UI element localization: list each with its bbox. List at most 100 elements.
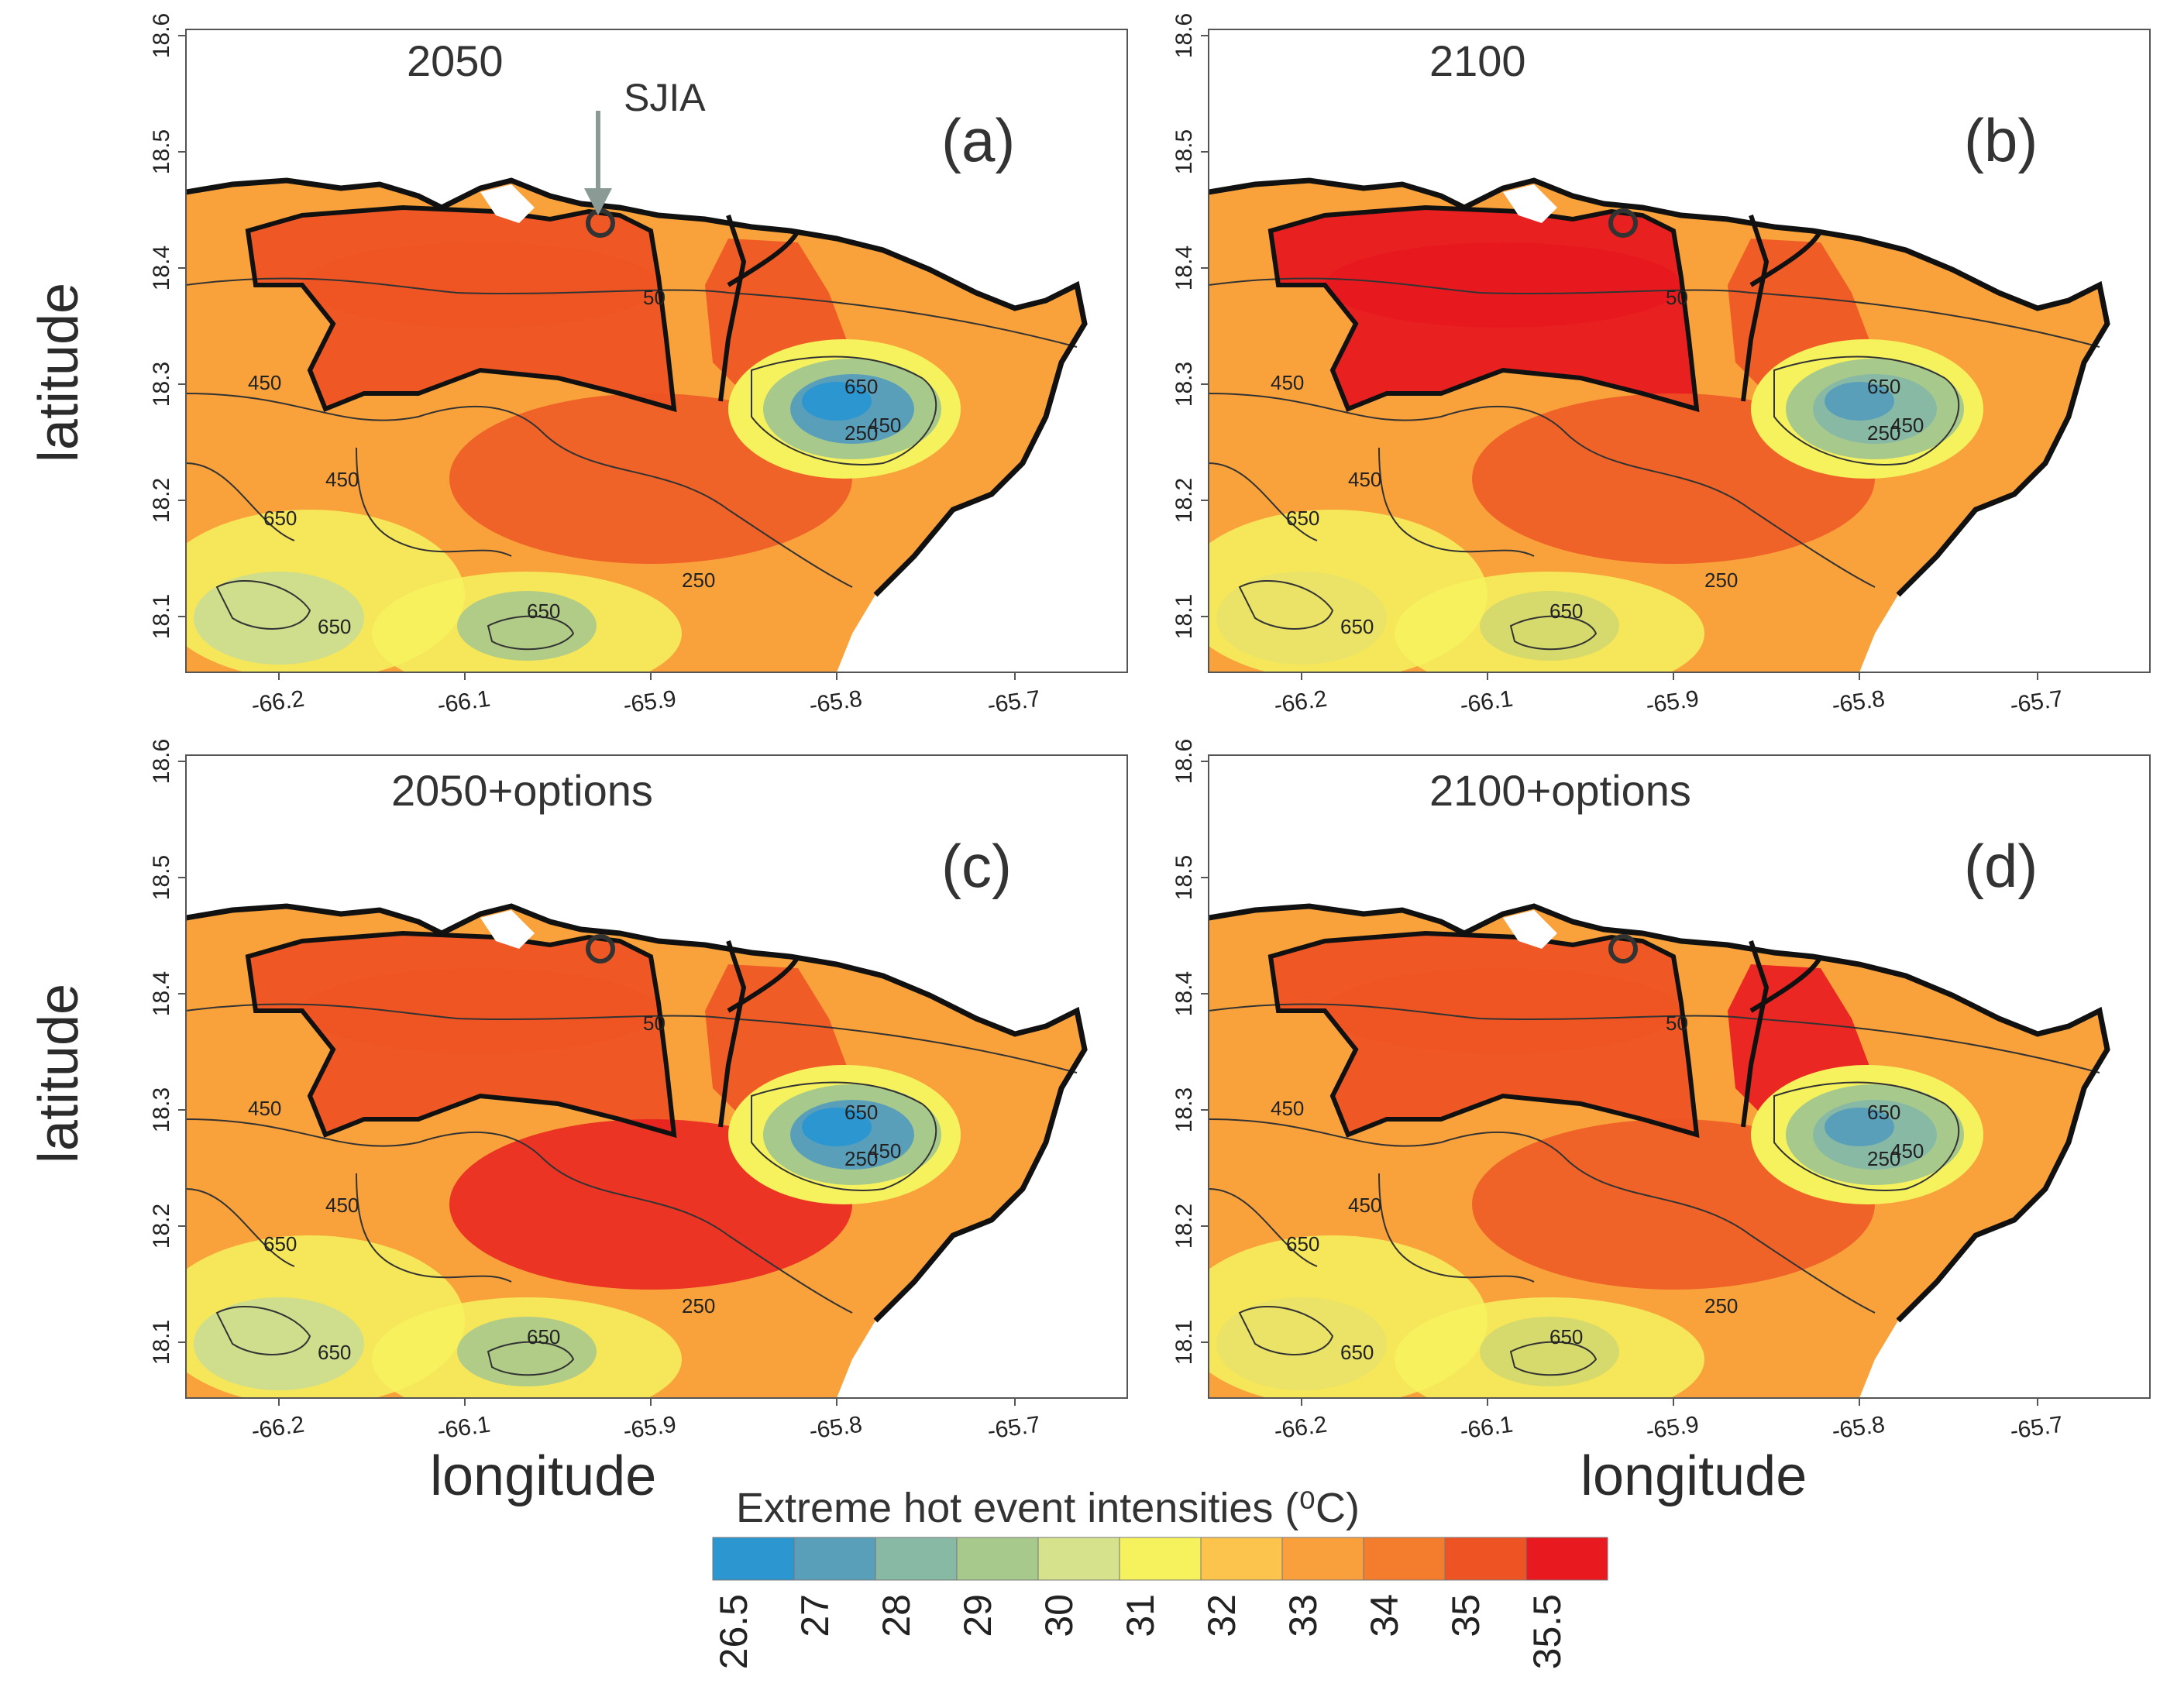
panel-frame xyxy=(185,754,1128,1399)
panel-title: 2050 xyxy=(407,36,504,85)
contour-label: 650 xyxy=(527,599,560,623)
contour-line xyxy=(487,1341,575,1376)
colorbar-swatch xyxy=(1363,1537,1446,1581)
contour-label: 250 xyxy=(844,421,878,445)
contour-label: 450 xyxy=(325,1194,359,1217)
panel-letter: (a) xyxy=(941,106,1015,174)
contour-line xyxy=(1209,1003,2100,1074)
contour-line xyxy=(1773,1081,1960,1191)
contour-label: 650 xyxy=(263,507,297,530)
airport-marker xyxy=(1608,934,1638,964)
contour-label: 450 xyxy=(1348,468,1381,491)
panel-title: 2100+options xyxy=(1429,766,1691,815)
municipal-boundary xyxy=(727,955,800,1013)
contour-line xyxy=(751,1081,937,1191)
x-tick-label: -66.1 xyxy=(436,685,492,718)
x-tick-label: -65.9 xyxy=(1645,1411,1701,1444)
contour-label: 650 xyxy=(1549,1325,1583,1348)
x-axis-title-right: longitude xyxy=(1580,1445,1807,1507)
colorbar-tick-label: 31 xyxy=(1119,1594,1162,1637)
panel-frame xyxy=(1208,754,2151,1399)
x-axis-title-left: longitude xyxy=(430,1445,657,1507)
x-tick-label: -65.7 xyxy=(986,685,1042,718)
colorbar-tick-label: 28 xyxy=(875,1594,918,1637)
contour-line xyxy=(1238,1306,1334,1355)
y-tick-label: 18.4 xyxy=(149,971,174,1016)
contour-line xyxy=(1509,615,1598,651)
y-tick-label: 18.6 xyxy=(149,739,174,784)
yunque-core xyxy=(802,1108,872,1146)
colorbar-swatch xyxy=(712,1537,795,1581)
contour-label: 650 xyxy=(1286,507,1319,530)
contour-label: 450 xyxy=(1890,414,1924,437)
colorbar: Extreme hot event intensities (⁰C) 26.5 27… xyxy=(712,1485,1608,1669)
contour-label: 650 xyxy=(318,615,351,638)
municipal-boundary xyxy=(1749,229,1823,287)
x-tick-label: -65.8 xyxy=(1831,1411,1886,1444)
contour-label: 250 xyxy=(1867,421,1900,445)
bay-area xyxy=(1503,184,1557,223)
contour-label: 450 xyxy=(868,414,901,437)
contour-line xyxy=(186,393,853,588)
contour-label: 650 xyxy=(1340,1341,1374,1364)
contour-label: 450 xyxy=(325,468,359,491)
contour-line xyxy=(186,1118,853,1314)
y-axis-title-bottom: latitude xyxy=(28,983,91,1164)
peak-heat-zone xyxy=(302,242,659,328)
bay-area xyxy=(480,184,535,223)
cool-zone-s xyxy=(1395,1297,1704,1398)
contour-label: 450 xyxy=(1348,1194,1381,1217)
contour-label: 250 xyxy=(682,569,715,592)
colorbar-swatch xyxy=(1119,1537,1202,1581)
contour-line xyxy=(1209,1118,1876,1314)
contour-label: 650 xyxy=(844,375,878,398)
airport-marker xyxy=(586,934,615,964)
y-tick-label: 18.1 xyxy=(149,1320,174,1365)
municipal-boundary xyxy=(1741,215,1770,402)
colorbar-tick-label: 35.5 xyxy=(1525,1594,1569,1669)
x-tick-label: -66.2 xyxy=(1273,1411,1329,1444)
map-panel-a: 5065025045045045065025065065018.618.518.… xyxy=(149,13,1128,719)
contour-line xyxy=(1209,1173,1535,1283)
contour-label: 250 xyxy=(682,1294,715,1317)
panel-title: 2100 xyxy=(1429,36,1526,85)
contour-line xyxy=(1238,580,1334,630)
x-tick-label: -65.9 xyxy=(622,1411,678,1444)
municipal-boundary xyxy=(727,229,800,287)
contour-label: 650 xyxy=(527,1325,560,1348)
contour-label: 50 xyxy=(643,1012,666,1035)
bay-area xyxy=(1503,910,1557,949)
contour-label: 450 xyxy=(248,371,281,394)
contour-line xyxy=(215,580,311,630)
x-tick-label: -66.1 xyxy=(1459,1411,1515,1444)
contour-label: 650 xyxy=(263,1232,297,1256)
contour-label: 250 xyxy=(1867,1147,1900,1170)
airport-marker xyxy=(1608,208,1638,238)
map-panel-b: 5065025045045045065025065065018.618.518.… xyxy=(1171,13,2151,719)
peak-heat-zone xyxy=(302,968,659,1053)
cool-zone-s xyxy=(1395,572,1704,672)
colorbar-swatch xyxy=(1281,1537,1364,1581)
y-tick-label: 18.2 xyxy=(149,478,174,523)
contour-line xyxy=(1209,393,1876,588)
y-tick-label: 18.4 xyxy=(1171,246,1197,290)
colorbar-swatch xyxy=(956,1537,1039,1581)
contour-label: 450 xyxy=(1271,1097,1304,1120)
x-tick-label: -66.1 xyxy=(1459,685,1515,718)
contour-label: 50 xyxy=(1666,1012,1688,1035)
cool-zone-sw-inner xyxy=(1216,1297,1387,1390)
colorbar-tick-label: 34 xyxy=(1363,1594,1406,1637)
y-tick-label: 18.2 xyxy=(1171,1204,1197,1249)
x-tick-label: -66.2 xyxy=(1273,685,1329,718)
y-tick-label: 18.3 xyxy=(1171,1087,1197,1132)
municipal-boundary xyxy=(718,215,747,402)
colorbar-tick-label: 35 xyxy=(1444,1594,1488,1637)
x-tick-label: -66.2 xyxy=(250,1411,306,1444)
panel-letter: (c) xyxy=(941,832,1012,900)
colorbar-swatch xyxy=(1525,1537,1608,1581)
contour-label: 650 xyxy=(844,1101,878,1124)
x-tick-label: -66.1 xyxy=(436,1411,492,1444)
sjia-annotation: SJIA xyxy=(624,76,706,119)
panel-frame xyxy=(1208,29,2151,673)
contour-line xyxy=(186,447,512,557)
